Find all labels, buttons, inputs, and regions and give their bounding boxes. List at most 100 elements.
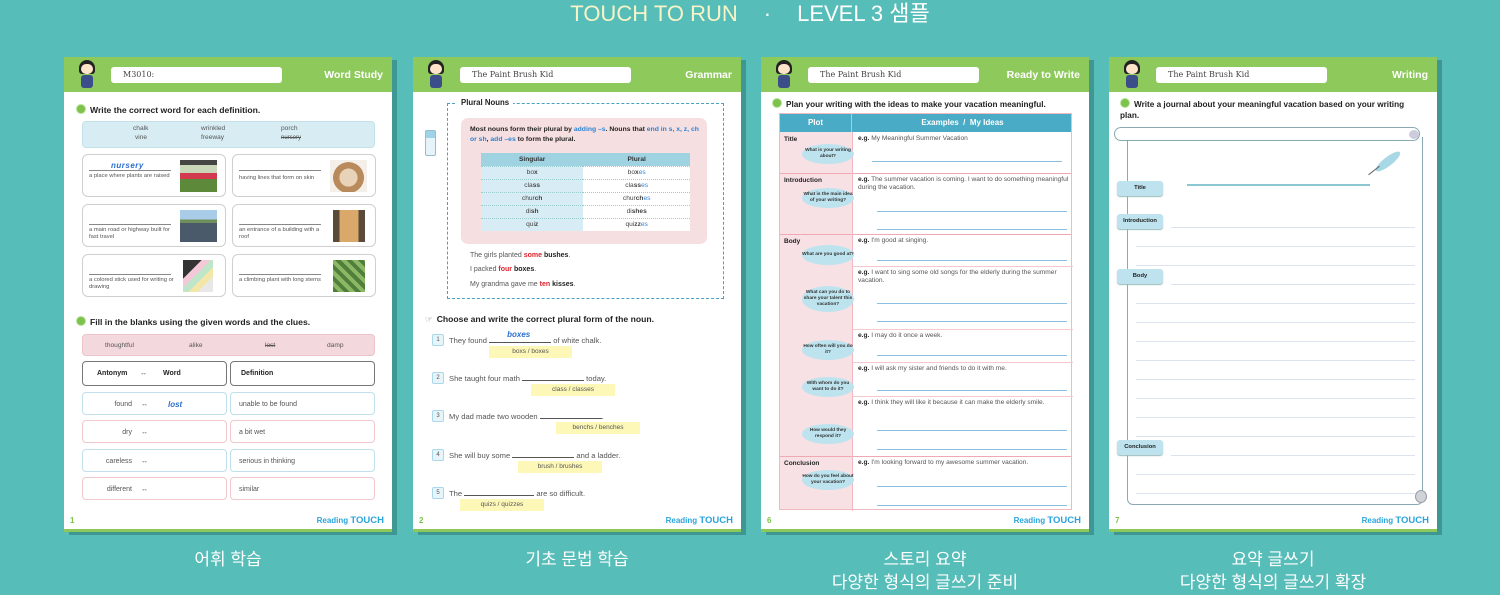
answer-blank[interactable] [512, 450, 575, 458]
footer-strip [1109, 529, 1437, 532]
question-cloud: How do you feel about your vacation? [802, 470, 854, 490]
reading-touch-logo: Reading TOUCH [1361, 515, 1429, 526]
instruction: Fill in the blanks using the given words… [76, 316, 310, 328]
table-row-definition: unable to be found [230, 392, 375, 415]
brand-name: TOUCH TO RUN [570, 1, 738, 26]
answer-blank[interactable] [464, 488, 535, 496]
definition-text: a climbing plant with long stems [239, 277, 321, 283]
definition-card: having lines that form on skin [232, 154, 376, 197]
definition-card: a climbing plant with long stems [232, 254, 376, 297]
writing-line[interactable] [1136, 493, 1415, 494]
writing-line[interactable] [1136, 474, 1415, 475]
answer-line[interactable] [877, 430, 1067, 431]
writing-line[interactable] [1171, 455, 1415, 456]
answer-line[interactable] [877, 390, 1067, 391]
answer-blank[interactable]: boxes [489, 330, 552, 343]
writing-line[interactable] [1136, 436, 1415, 437]
word-bank-item-used: lost [265, 342, 276, 349]
answer-line[interactable] [89, 170, 171, 171]
definition-text: a main road or highway built for fast tr… [89, 227, 170, 240]
answer-line[interactable] [239, 170, 321, 171]
answer-line[interactable] [89, 274, 171, 275]
table-header [780, 114, 1071, 132]
word-bank-item: freeway [201, 134, 225, 141]
answer-line[interactable] [872, 161, 1062, 162]
writing-line[interactable] [1136, 379, 1415, 380]
writing-line[interactable] [1136, 341, 1415, 342]
title-line[interactable] [1187, 184, 1370, 186]
label-body: Body [1117, 269, 1163, 284]
label-title: Title [1117, 181, 1163, 196]
writing-line[interactable] [1136, 246, 1415, 247]
page-header: The Paint Brush Kid Writing [1109, 57, 1437, 92]
writing-line[interactable] [1136, 322, 1415, 323]
answer-line[interactable] [239, 274, 321, 275]
writing-line[interactable] [1171, 227, 1415, 228]
answer-line[interactable] [877, 449, 1067, 450]
banner-title: TOUCH TO RUN · LEVEL 3 샘플 [0, 0, 1500, 28]
page-number: 1 [70, 516, 75, 525]
plot-column [780, 114, 852, 509]
journal-scroll [1127, 137, 1423, 505]
box-title: Plural Nouns [457, 98, 514, 107]
choice-chip: class / classes [531, 384, 615, 396]
table-row: dish dishes [481, 204, 690, 218]
exercise-sentence: She will buy some and a ladder. [449, 450, 621, 460]
table-row: box boxes [481, 165, 690, 179]
writing-line[interactable] [1136, 417, 1415, 418]
plural-nouns-box [447, 103, 724, 299]
example-text: e.g. I will ask my sister and friends to… [858, 365, 1007, 372]
example-text: e.g. I think they will like it because i… [858, 399, 1045, 406]
table-row: quiz quizzes [481, 217, 690, 231]
answer-line[interactable] [877, 355, 1067, 356]
answer-line[interactable] [877, 211, 1067, 212]
column-header: Plural [583, 153, 690, 166]
question-cloud: What is the main idea of your writing? [802, 188, 854, 208]
answer-line[interactable] [877, 229, 1067, 230]
answer-line[interactable] [877, 505, 1067, 506]
answer-line[interactable] [877, 486, 1067, 487]
example-text: e.g. My Meaningful Summer Vacation [858, 135, 968, 142]
table-row-definition: serious in thinking [230, 449, 375, 472]
level-label: LEVEL 3 샘플 [797, 1, 930, 26]
label-introduction: Introduction [1117, 214, 1163, 229]
answer-line[interactable] [877, 260, 1067, 261]
step-icon [1120, 98, 1130, 108]
word-bank-item: alike [189, 342, 203, 349]
page-header: The Paint Brush Kid Grammar [413, 57, 741, 92]
sample-page-writing: The Paint Brush Kid Writing Write a jour… [1109, 57, 1437, 532]
scroll-curl [1415, 490, 1427, 503]
column-header-examples: Examples / My Ideas [921, 118, 1004, 127]
footer-strip [64, 529, 392, 532]
answer-line[interactable] [877, 321, 1067, 322]
definition-card: nursery a place where plants are raised [82, 154, 226, 197]
answer-line[interactable] [239, 224, 321, 225]
writing-line[interactable] [1171, 284, 1415, 285]
word-bank-item: thoughtful [105, 342, 134, 349]
word-bank-item: vine [135, 134, 148, 141]
plural-rule: Most nouns form their plural by adding –… [470, 126, 699, 143]
chalk-image [183, 260, 213, 292]
writing-line[interactable] [1136, 265, 1415, 266]
answer-blank[interactable] [522, 373, 585, 381]
plural-table: Singular Plural box boxes class classes chu… [481, 153, 690, 231]
character-icon [425, 60, 447, 90]
table-row: found ↔ lost [82, 392, 227, 415]
answer-blank[interactable] [539, 411, 602, 419]
answer-line[interactable] [89, 224, 171, 225]
footer-strip [413, 529, 741, 532]
answer-line[interactable] [877, 303, 1067, 304]
scroll-curl [1409, 130, 1419, 139]
definition-card: an entrance of a building with a roof [232, 204, 376, 247]
writing-line[interactable] [1136, 398, 1415, 399]
example-text: e.g. I want to sing some old songs for t… [858, 269, 1057, 284]
title-box: The Paint Brush Kid [460, 67, 631, 83]
reading-touch-logo: Reading TOUCH [665, 515, 733, 526]
definition-card: a main road or highway built for fast tr… [82, 204, 226, 247]
writing-line[interactable] [1136, 360, 1415, 361]
writing-line[interactable] [1136, 303, 1415, 304]
character-icon [1121, 60, 1143, 90]
example-text: e.g. The summer vacation is coming. I wa… [858, 176, 1069, 191]
word-bank: chalk wrinkled porch vine freeway nurser… [82, 121, 375, 148]
column-header-plot: Plot [780, 114, 852, 132]
